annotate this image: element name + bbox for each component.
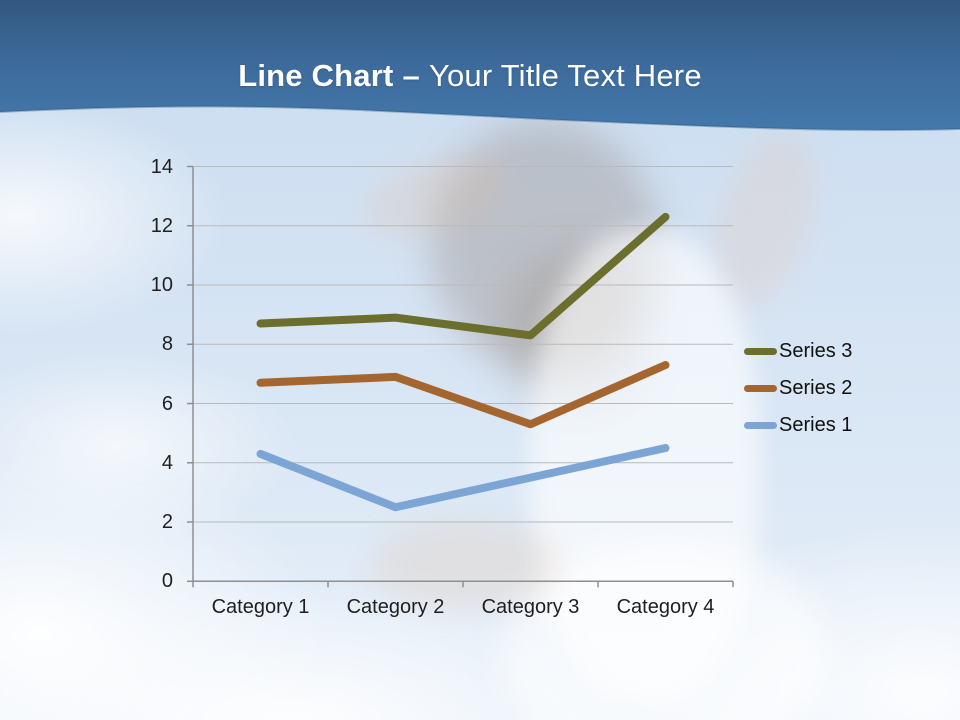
y-tick-label: 4 [161, 451, 173, 474]
legend-item-series-1: Series 1 [744, 407, 852, 444]
legend-item-series-2: Series 2 [744, 370, 852, 407]
y-tick-label: 2 [161, 511, 173, 534]
series-line-series-2 [256, 361, 670, 429]
legend-label: Series 1 [779, 414, 853, 436]
x-category-label: Category 2 [346, 596, 445, 618]
legend-marker-icon [744, 348, 777, 355]
legend-label: Series 3 [779, 340, 853, 362]
y-tick-label: 8 [161, 333, 173, 356]
title-subtitle-text: Your Title Text Here [428, 58, 702, 93]
chart-legend: Series 3 Series 2 Series 1 [744, 333, 852, 444]
title-bold-text: Line Chart [238, 58, 394, 93]
series-line-series-1 [256, 443, 670, 512]
y-tick-label: 6 [161, 392, 173, 415]
y-tick-label: 12 [150, 214, 173, 237]
series-line-series-3 [256, 212, 670, 340]
y-tick-label: 0 [161, 570, 173, 593]
x-category-label: Category 3 [481, 596, 580, 618]
title-separator: – [402, 58, 420, 93]
y-tick-label: 10 [150, 274, 173, 296]
x-category-label: Category 1 [211, 596, 310, 618]
slide-title: Line Chart – Your Title Text Here [0, 58, 940, 94]
x-category-label: Category 4 [616, 596, 715, 618]
legend-marker-icon [744, 422, 777, 429]
legend-marker-icon [744, 385, 777, 392]
legend-label: Series 2 [779, 377, 853, 399]
legend-item-series-3: Series 3 [744, 333, 852, 370]
y-tick-label: 14 [150, 155, 173, 178]
